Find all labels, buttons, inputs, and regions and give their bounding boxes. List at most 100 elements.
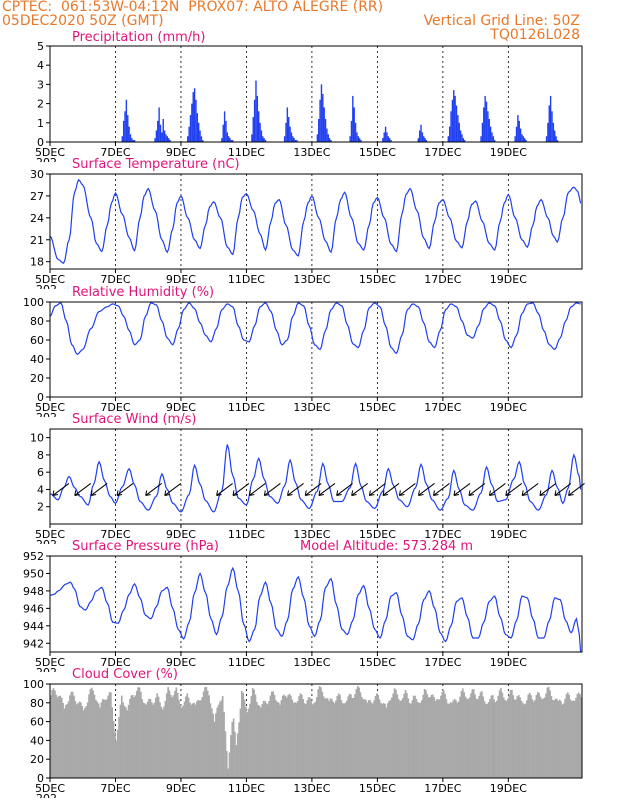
precip-bar	[388, 138, 391, 142]
cloud-bar	[404, 690, 407, 778]
cloud-bar	[114, 731, 116, 778]
cloud-bar	[336, 696, 339, 778]
cloud-bar	[452, 700, 455, 778]
precip-bar	[554, 130, 556, 142]
precip-bar	[458, 122, 460, 142]
header-model-code: TQ0126L028	[490, 27, 580, 43]
cloud-bar	[575, 697, 577, 778]
precip-bar	[318, 118, 320, 142]
x-tick-label: 11DEC	[228, 656, 265, 669]
precip-bar	[262, 136, 264, 142]
precip-bar	[324, 118, 327, 142]
precip-bar	[548, 105, 550, 142]
cloud-bar	[550, 696, 553, 778]
precip-bar	[463, 140, 466, 142]
cloud-bar	[86, 702, 89, 778]
cloud-bar	[436, 699, 438, 778]
y-tick-label: 10	[30, 432, 44, 445]
cloud-bar	[388, 700, 390, 778]
x-tick-label: 7DEC	[100, 782, 130, 795]
wind-arrow	[318, 483, 336, 496]
cloud-bar	[348, 693, 351, 778]
cloud-bar	[97, 703, 100, 778]
x-tick-label: 7DEC	[100, 146, 130, 159]
precip-bar	[256, 95, 259, 142]
cloud-bar	[571, 701, 573, 778]
cloud-bar	[137, 687, 139, 778]
wind-arrow	[90, 483, 108, 496]
y-tick-label: 8	[37, 449, 44, 462]
precip-bar	[387, 136, 389, 142]
precip-bar	[418, 130, 421, 142]
cloud-bar	[99, 707, 101, 778]
x-tick-label: 19DEC	[490, 146, 527, 159]
precip-bar	[319, 99, 321, 142]
x-tick-label: 13DEC	[293, 528, 330, 541]
cloud-bar	[240, 690, 243, 778]
cloud-bar	[366, 702, 369, 778]
precip-bar	[493, 140, 496, 142]
cloud-bar	[115, 740, 118, 778]
cloud-bar	[110, 692, 112, 778]
cloud-bar	[411, 700, 414, 778]
precip-bar	[330, 140, 332, 142]
cloud-bar	[467, 699, 470, 778]
cloud-bar	[512, 695, 515, 778]
cloud-bar	[191, 703, 194, 778]
precip-bar	[154, 138, 156, 142]
cloud-bar	[172, 695, 175, 778]
cloud-bar	[250, 696, 253, 778]
cloud-bar	[501, 692, 504, 778]
cloud-bar	[579, 694, 581, 778]
cloud-bar	[403, 693, 405, 778]
precip-bar	[322, 94, 324, 142]
x-tick-label: 11DEC	[228, 782, 265, 795]
cloud-bar	[288, 693, 291, 778]
cloud-bar	[204, 687, 206, 778]
precip-bar	[157, 120, 159, 142]
cloud-bar	[130, 695, 133, 778]
precip-bar	[451, 99, 454, 142]
precip-bar	[221, 138, 223, 142]
x-tick-label: 5DEC	[35, 146, 65, 159]
cloud-bar	[365, 699, 367, 778]
cloud-bar	[352, 697, 355, 778]
cloud-bar	[415, 698, 418, 778]
cloud-bar	[270, 691, 273, 778]
temp-series-line	[49, 178, 582, 265]
cloud-bar	[494, 702, 497, 778]
cloud-bar	[253, 689, 255, 778]
x-tick-label: 11DEC	[228, 273, 265, 286]
cloud-bar	[539, 696, 542, 778]
cloud-bar	[344, 702, 347, 778]
precip-bar	[350, 120, 353, 142]
cloud-bar	[55, 694, 58, 778]
x-tick-label: 15DEC	[359, 656, 396, 669]
precip-bar	[354, 122, 357, 142]
cloud-bar	[120, 695, 123, 778]
cloud-bar	[183, 701, 186, 778]
cloud-bar	[347, 696, 350, 778]
wind-arrow	[263, 483, 281, 496]
precip-bar	[384, 126, 387, 142]
wind-arrow	[248, 483, 266, 496]
cloud-bar	[67, 701, 70, 778]
precip-bar	[122, 120, 125, 142]
cloud-bar	[457, 701, 460, 778]
precip-bar	[491, 132, 493, 142]
cloud-bar	[310, 701, 313, 778]
cloud-bar	[201, 697, 204, 778]
cloud-bar	[70, 691, 73, 778]
wind-arrow	[52, 483, 70, 496]
wind-arrow	[488, 483, 506, 496]
cloud-bar	[412, 695, 415, 778]
cloud-bar	[145, 704, 148, 778]
cloud-bar	[532, 701, 535, 778]
cloud-bar	[343, 703, 345, 778]
x-tick-label: 7DEC	[100, 273, 130, 286]
precip-bar	[129, 134, 132, 142]
y-tick-label: 2	[37, 501, 44, 514]
precip-bar	[455, 105, 458, 142]
cloud-bar	[107, 695, 109, 778]
cloud-bar	[219, 701, 221, 778]
